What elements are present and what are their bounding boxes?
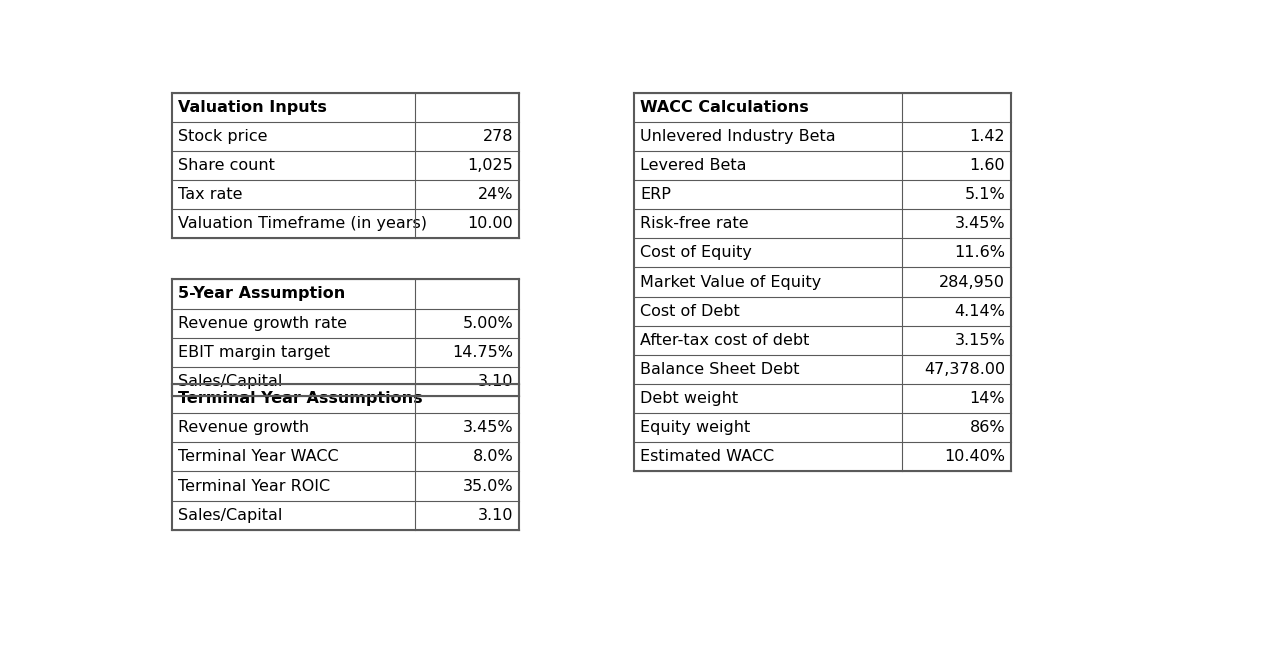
Bar bbox=[172, 93, 520, 122]
Text: Unlevered Industry Beta: Unlevered Industry Beta bbox=[640, 129, 836, 144]
Text: Valuation Inputs: Valuation Inputs bbox=[178, 100, 326, 115]
Bar bbox=[172, 384, 520, 413]
Text: Revenue growth rate: Revenue growth rate bbox=[178, 316, 347, 331]
Text: EBIT margin target: EBIT margin target bbox=[178, 345, 330, 360]
Bar bbox=[172, 151, 520, 180]
Text: Terminal Year Assumptions: Terminal Year Assumptions bbox=[178, 391, 422, 406]
Bar bbox=[634, 180, 1011, 209]
Text: 1.60: 1.60 bbox=[969, 158, 1005, 173]
Bar bbox=[172, 413, 520, 443]
Text: Share count: Share count bbox=[178, 158, 275, 173]
Bar bbox=[634, 413, 1011, 443]
Bar bbox=[172, 472, 520, 501]
Text: After-tax cost of debt: After-tax cost of debt bbox=[640, 333, 809, 348]
Text: Terminal Year WACC: Terminal Year WACC bbox=[178, 450, 338, 465]
Text: Revenue growth: Revenue growth bbox=[178, 421, 308, 435]
Text: Stock price: Stock price bbox=[178, 129, 268, 144]
Text: Tax rate: Tax rate bbox=[178, 187, 242, 202]
Text: Valuation Timeframe (in years): Valuation Timeframe (in years) bbox=[178, 216, 426, 231]
Text: Estimated WACC: Estimated WACC bbox=[640, 450, 774, 465]
Bar bbox=[634, 384, 1011, 413]
Text: 4.14%: 4.14% bbox=[955, 303, 1005, 319]
Text: ERP: ERP bbox=[640, 187, 671, 202]
Text: 24%: 24% bbox=[477, 187, 513, 202]
Text: Cost of Debt: Cost of Debt bbox=[640, 303, 740, 319]
Bar bbox=[634, 238, 1011, 267]
Text: 3.45%: 3.45% bbox=[462, 421, 513, 435]
Text: Equity weight: Equity weight bbox=[640, 421, 750, 435]
Text: Market Value of Equity: Market Value of Equity bbox=[640, 274, 822, 289]
Bar bbox=[172, 501, 520, 530]
Bar bbox=[172, 338, 520, 367]
Text: 3.10: 3.10 bbox=[477, 508, 513, 523]
Text: 14.75%: 14.75% bbox=[452, 345, 513, 360]
Text: 3.10: 3.10 bbox=[477, 374, 513, 389]
Text: 5.00%: 5.00% bbox=[462, 316, 513, 331]
Text: Sales/Capital: Sales/Capital bbox=[178, 374, 282, 389]
Bar bbox=[172, 180, 520, 209]
Text: Levered Beta: Levered Beta bbox=[640, 158, 746, 173]
Bar bbox=[634, 93, 1011, 122]
Text: 11.6%: 11.6% bbox=[954, 245, 1005, 260]
Text: Terminal Year ROIC: Terminal Year ROIC bbox=[178, 479, 330, 494]
Bar bbox=[172, 367, 520, 396]
Text: WACC Calculations: WACC Calculations bbox=[640, 100, 809, 115]
Text: 10.00: 10.00 bbox=[467, 216, 513, 231]
Bar bbox=[634, 209, 1011, 238]
Text: Risk-free rate: Risk-free rate bbox=[640, 216, 749, 231]
Text: 278: 278 bbox=[483, 129, 513, 144]
Text: 86%: 86% bbox=[969, 421, 1005, 435]
Text: 47,378.00: 47,378.00 bbox=[924, 362, 1005, 377]
Text: Cost of Equity: Cost of Equity bbox=[640, 245, 753, 260]
Text: 3.15%: 3.15% bbox=[955, 333, 1005, 348]
Bar bbox=[634, 355, 1011, 384]
Bar bbox=[634, 296, 1011, 325]
Text: Balance Sheet Debt: Balance Sheet Debt bbox=[640, 362, 800, 377]
Text: 14%: 14% bbox=[969, 391, 1005, 406]
Bar bbox=[172, 209, 520, 238]
Text: 1.42: 1.42 bbox=[969, 129, 1005, 144]
Bar bbox=[172, 280, 520, 309]
Text: 35.0%: 35.0% bbox=[462, 479, 513, 494]
Bar bbox=[634, 325, 1011, 355]
Bar bbox=[634, 267, 1011, 296]
Text: Debt weight: Debt weight bbox=[640, 391, 739, 406]
Bar bbox=[634, 122, 1011, 151]
Bar bbox=[172, 443, 520, 472]
Text: 5-Year Assumption: 5-Year Assumption bbox=[178, 287, 346, 302]
Text: 3.45%: 3.45% bbox=[955, 216, 1005, 231]
Bar bbox=[634, 443, 1011, 472]
Text: 1,025: 1,025 bbox=[467, 158, 513, 173]
Text: 10.40%: 10.40% bbox=[945, 450, 1005, 465]
Bar bbox=[172, 122, 520, 151]
Text: 284,950: 284,950 bbox=[940, 274, 1005, 289]
Text: 5.1%: 5.1% bbox=[964, 187, 1005, 202]
Text: Sales/Capital: Sales/Capital bbox=[178, 508, 282, 523]
Text: 8.0%: 8.0% bbox=[472, 450, 513, 465]
Bar bbox=[634, 151, 1011, 180]
Bar bbox=[172, 309, 520, 338]
